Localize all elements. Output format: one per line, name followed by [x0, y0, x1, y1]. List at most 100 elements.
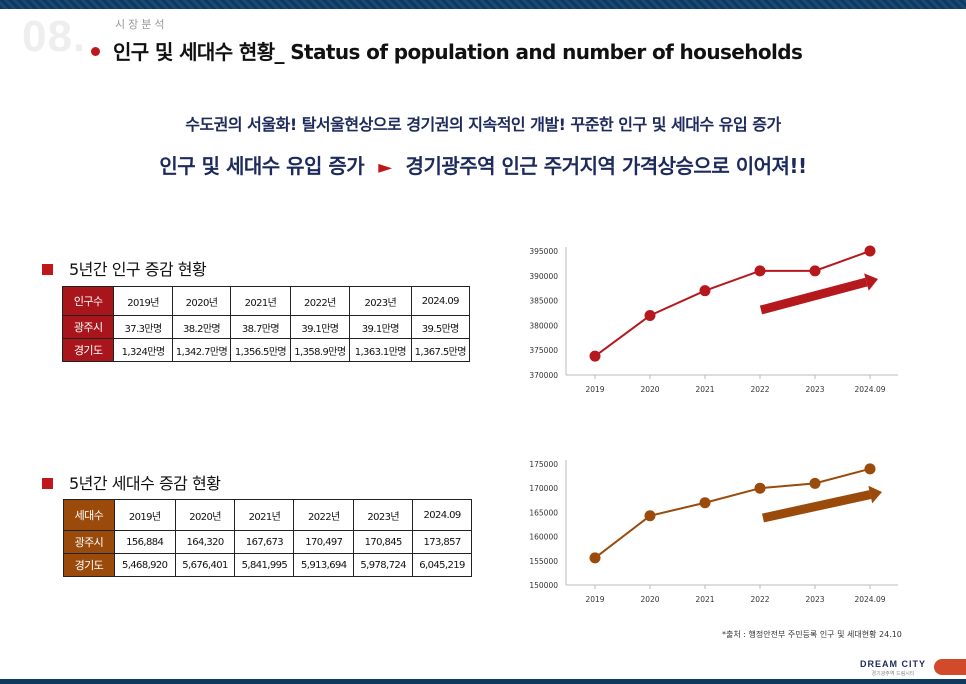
- table-cell: 5,676,401: [174, 553, 236, 577]
- data-point: [864, 463, 876, 475]
- subtitle-left: 인구 및 세대수 유입 증가: [159, 154, 365, 178]
- square-bullet-icon: [42, 264, 53, 275]
- trend-arrow-shaft: [762, 490, 872, 523]
- source-note: *출처 : 행정안전부 주민등록 인구 및 세대현황 24.10: [722, 630, 902, 639]
- data-point: [589, 350, 601, 362]
- row-label: 경기도: [63, 553, 115, 577]
- square-bullet-icon: [42, 478, 53, 489]
- x-tick-label: 2019: [585, 385, 604, 394]
- row-label: 경기도: [61, 338, 115, 362]
- y-tick-label: 375000: [529, 346, 558, 355]
- data-point: [699, 285, 711, 297]
- data-point: [809, 477, 821, 489]
- y-tick-label: 150000: [529, 581, 558, 590]
- table-cell: 1,324만명: [113, 338, 173, 362]
- x-tick-label: 2024.09: [854, 595, 885, 604]
- table-cell: 5,913,694: [293, 553, 355, 577]
- y-tick-label: 170000: [529, 484, 558, 493]
- y-tick-label: 370000: [529, 371, 558, 380]
- table-row: 광주시 37.3만명 38.2만명 38.7만명 39.1만명 39.1만명 3…: [61, 315, 471, 339]
- page-title: 인구 및 세대수 현황_ Status of population and nu…: [113, 40, 803, 64]
- subtitle-right: 경기광주역 인근 주거지역 가격상승으로 이어져!!: [405, 154, 808, 178]
- table-cell: 1,356.5만명: [230, 338, 291, 362]
- table-header-cell: 2019년: [113, 286, 173, 316]
- x-tick-label: 2020: [640, 595, 659, 604]
- table-header-cell: 2022년: [289, 286, 351, 316]
- households-line-chart: 175000 170000 165000 160000 155000 150000 2019…: [529, 460, 898, 604]
- households-heading: 5년간 세대수 증감 현황: [42, 470, 221, 494]
- x-tick-label: 2023: [805, 385, 824, 394]
- table-cell: 156,884: [113, 530, 176, 554]
- table-cell: 38.2만명: [171, 315, 232, 339]
- table-cell: 1,358.9만명: [289, 338, 351, 362]
- data-point: [644, 309, 656, 321]
- top-stripe: [0, 0, 966, 9]
- table-row: 경기도 1,324만명 1,342.7만명 1,356.5만명 1,358.9만…: [61, 338, 471, 362]
- table-header-cell: 2021년: [234, 499, 295, 531]
- subtitle-line2: 인구 및 세대수 유입 증가 ► 경기광주역 인근 주거지역 가격상승으로 이어져!…: [0, 150, 966, 179]
- table-header-cell: 2023년: [349, 286, 412, 316]
- table-header-row: 세대수 2019년 2020년 2021년 2022년 2023년 2024.0…: [63, 499, 472, 531]
- y-tick-label: 390000: [529, 272, 558, 281]
- data-point: [754, 482, 766, 494]
- bottom-stripe: [0, 679, 966, 684]
- x-tick-label: 2019: [585, 595, 604, 604]
- table-header-cell: 2020년: [174, 499, 236, 531]
- table-header-cell: 2021년: [230, 286, 291, 316]
- x-tick-label: 2024.09: [854, 385, 885, 394]
- logo-subtext: 경기광주역 드림시티: [871, 671, 915, 677]
- table-header-cell: 2020년: [171, 286, 232, 316]
- y-tick-label: 155000: [529, 557, 558, 566]
- table-cell: 39.5만명: [410, 315, 471, 339]
- section-number: 08.: [22, 12, 87, 61]
- row-label: 광주시: [61, 315, 115, 339]
- table-cell: 173,857: [412, 530, 472, 554]
- population-heading: 5년간 인구 증감 현황: [42, 256, 207, 280]
- row-label: 광주시: [63, 530, 115, 554]
- section-kicker: 시장분석: [115, 18, 168, 31]
- population-line-chart: 395000 390000 385000 380000 375000 370000 2019…: [529, 245, 898, 394]
- households-heading-label: 5년간 세대수 증감 현황: [69, 474, 221, 493]
- trend-arrow-shaft: [759, 277, 868, 315]
- data-point: [809, 265, 821, 277]
- table-cell: 5,468,920: [113, 553, 176, 577]
- table-cell: 164,320: [174, 530, 236, 554]
- table-header-cell: 2022년: [293, 499, 355, 531]
- population-table: 인구수 2019년 2020년 2021년 2022년 2023년 2024.0…: [61, 286, 471, 362]
- table-cell: 1,367.5만명: [410, 338, 471, 362]
- y-tick-label: 385000: [529, 297, 558, 306]
- households-table: 세대수 2019년 2020년 2021년 2022년 2023년 2024.0…: [63, 499, 472, 577]
- x-tick-label: 2020: [640, 385, 659, 394]
- table-cell: 6,045,219: [412, 553, 472, 577]
- table-cell: 37.3만명: [113, 315, 173, 339]
- logo-badge: [934, 659, 966, 675]
- dream-city-logo: DREAM CITY 경기광주역 드림시티: [858, 659, 928, 677]
- table-cell: 170,497: [293, 530, 355, 554]
- data-point: [699, 497, 711, 509]
- y-tick-label: 160000: [529, 533, 558, 542]
- subtitle-line1: 수도권의 서울화! 탈서울현상으로 경기권의 지속적인 개발! 꾸준한 인구 및…: [185, 115, 781, 134]
- table-cell: 167,673: [234, 530, 295, 554]
- table-row: 경기도 5,468,920 5,676,401 5,841,995 5,913,…: [63, 553, 472, 577]
- y-tick-label: 395000: [529, 247, 558, 256]
- trend-arrow-head-icon: [868, 485, 882, 504]
- x-tick-label: 2021: [695, 595, 714, 604]
- table-header-cell: 인구수: [61, 286, 115, 316]
- table-cell: 5,841,995: [234, 553, 295, 577]
- data-point: [754, 265, 766, 277]
- series-line: [594, 467, 871, 559]
- y-tick-label: 175000: [529, 460, 558, 469]
- title-bullet-icon: [91, 47, 100, 56]
- table-cell: 39.1만명: [289, 315, 351, 339]
- series-line: [594, 250, 871, 357]
- table-header-cell: 세대수: [63, 499, 115, 531]
- data-point: [864, 245, 876, 257]
- table-header-row: 인구수 2019년 2020년 2021년 2022년 2023년 2024.0…: [61, 286, 471, 316]
- x-tick-label: 2022: [750, 595, 769, 604]
- table-cell: 5,978,724: [353, 553, 414, 577]
- data-point: [644, 510, 656, 522]
- population-heading-label: 5년간 인구 증감 현황: [69, 260, 207, 279]
- table-cell: 38.7만명: [230, 315, 291, 339]
- right-triangle-icon: ►: [378, 157, 392, 178]
- table-cell: 39.1만명: [349, 315, 412, 339]
